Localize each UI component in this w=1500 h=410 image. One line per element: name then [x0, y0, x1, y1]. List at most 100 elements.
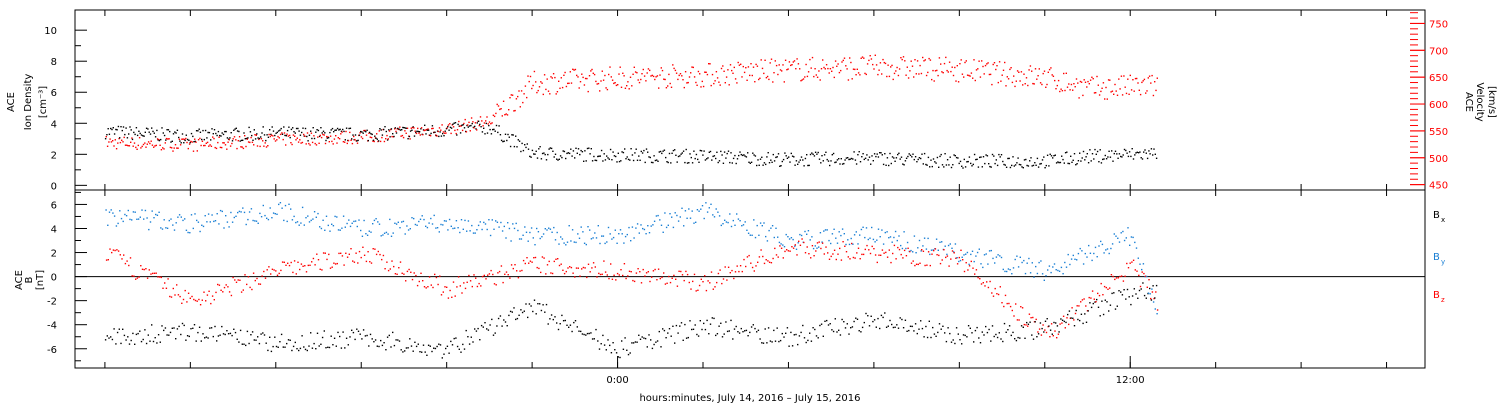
velocity-point — [775, 64, 778, 67]
bx-point — [762, 342, 765, 344]
by-point — [199, 230, 201, 233]
bz-point — [187, 292, 190, 294]
density-point — [871, 155, 873, 157]
bx-point — [405, 347, 408, 349]
bx-point — [122, 328, 124, 330]
density-point — [1117, 157, 1119, 159]
velocity-point — [564, 71, 566, 74]
density-point — [470, 124, 472, 127]
by-point — [905, 247, 907, 250]
by-point — [216, 213, 218, 215]
bx-point — [954, 342, 956, 345]
velocity-point — [1095, 92, 1097, 94]
bz-point — [862, 253, 865, 256]
bz-point — [285, 264, 287, 266]
velocity-point — [177, 147, 179, 149]
bz-point — [613, 274, 615, 276]
bz-point — [476, 285, 479, 288]
density-point — [684, 161, 686, 164]
density-point — [989, 165, 991, 168]
bx-point — [204, 337, 206, 339]
by-point — [269, 207, 271, 209]
density-point — [1068, 162, 1071, 165]
velocity-point — [751, 74, 753, 77]
density-point — [622, 151, 625, 154]
bx-point — [738, 332, 741, 334]
bz-point — [751, 266, 754, 269]
bz-point — [1064, 327, 1066, 329]
density-point — [381, 134, 384, 136]
by-point — [1086, 256, 1088, 258]
velocity-point — [760, 59, 762, 61]
bz-point — [393, 265, 395, 268]
by-point — [898, 235, 900, 237]
by-point — [980, 263, 982, 265]
density-point — [900, 156, 903, 158]
density-point — [211, 128, 213, 130]
bx-point — [844, 327, 847, 329]
bz-point — [743, 258, 745, 261]
density-point — [914, 156, 917, 158]
density-point — [959, 160, 962, 163]
by-point — [843, 233, 845, 235]
bz-point — [726, 279, 728, 281]
bz-point — [620, 269, 622, 271]
by-point — [652, 224, 654, 226]
density-point — [1150, 148, 1153, 150]
density-point — [1022, 167, 1024, 169]
velocity-point — [536, 91, 538, 94]
velocity-point — [668, 73, 670, 76]
bx-point — [1034, 321, 1036, 323]
by-point — [192, 227, 194, 230]
density-point — [294, 132, 296, 134]
density-point — [757, 159, 759, 161]
bz-point — [170, 296, 173, 298]
velocity-point — [109, 138, 111, 140]
by-point — [173, 229, 176, 231]
bz-point — [326, 258, 328, 261]
density-point — [517, 139, 519, 141]
bx-point — [383, 342, 385, 344]
velocity-point — [1066, 86, 1069, 88]
density-point — [593, 155, 595, 158]
by-point — [804, 230, 806, 233]
by-point — [985, 253, 987, 255]
bz-point — [1132, 259, 1135, 261]
by-point — [1055, 269, 1057, 271]
bz-point — [780, 247, 783, 249]
bz-point — [762, 255, 764, 258]
bx-point — [1032, 338, 1035, 340]
bx-point — [487, 329, 490, 331]
by-point — [158, 211, 160, 213]
bx-point — [952, 339, 954, 341]
velocity-point — [659, 74, 661, 76]
bx-point — [221, 325, 223, 328]
velocity-point — [273, 138, 275, 140]
velocity-point — [260, 138, 263, 140]
bx-point — [1046, 318, 1048, 320]
bz-point — [738, 270, 740, 273]
bx-point — [1090, 306, 1093, 309]
bx-point — [463, 348, 466, 350]
by-point — [498, 226, 500, 228]
velocity-point — [551, 77, 553, 79]
bx-point — [265, 342, 267, 344]
field-axis-title-quantity: B — [24, 276, 35, 283]
by-point — [455, 220, 458, 222]
velocity-point — [806, 75, 809, 78]
bz-point — [343, 264, 345, 266]
density-point — [952, 164, 954, 166]
by-point — [556, 231, 558, 234]
density-point — [1144, 149, 1146, 151]
bx-point — [113, 328, 115, 330]
by-point — [153, 217, 155, 219]
bx-point — [740, 327, 742, 330]
velocity-point — [823, 66, 825, 69]
density-point — [366, 129, 368, 131]
bx-point — [853, 320, 855, 323]
field-axis-title-instrument: ACE — [14, 270, 25, 290]
by-point — [190, 214, 193, 216]
velocity-point — [310, 132, 313, 134]
by-point — [124, 213, 126, 216]
bz-point — [767, 260, 769, 262]
